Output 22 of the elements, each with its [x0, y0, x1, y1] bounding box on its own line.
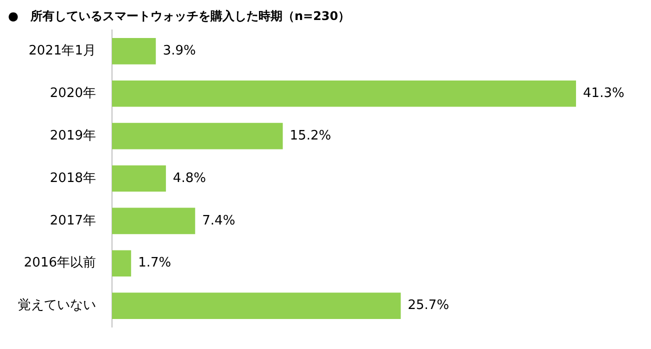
data-label: 7.4% — [202, 213, 236, 228]
bar — [112, 208, 196, 234]
data-label: 41.3% — [583, 86, 624, 102]
chart-title: ● 所有しているスマートウォッチを購入した時期（n=230） — [8, 8, 350, 25]
y-tick-label: 2021年1月 — [28, 44, 96, 59]
bar — [112, 292, 401, 319]
bar — [112, 38, 156, 64]
y-tick-label: 2016年以前 — [24, 256, 96, 271]
y-tick-label: 2020年 — [50, 86, 96, 102]
bar — [112, 122, 283, 150]
y-tick-label: 2019年 — [50, 128, 96, 144]
data-label: 1.7% — [138, 256, 172, 271]
bar — [112, 165, 166, 192]
data-label: 25.7% — [408, 298, 450, 314]
bar — [112, 80, 576, 107]
data-label: 4.8% — [172, 170, 206, 186]
y-tick-label: 2017年 — [50, 213, 96, 228]
y-tick-label: 覚えていない — [18, 298, 96, 314]
data-label: 3.9% — [162, 44, 196, 59]
y-tick-label: 2018年 — [50, 170, 96, 186]
data-label: 15.2% — [290, 128, 332, 144]
bar — [112, 250, 132, 277]
